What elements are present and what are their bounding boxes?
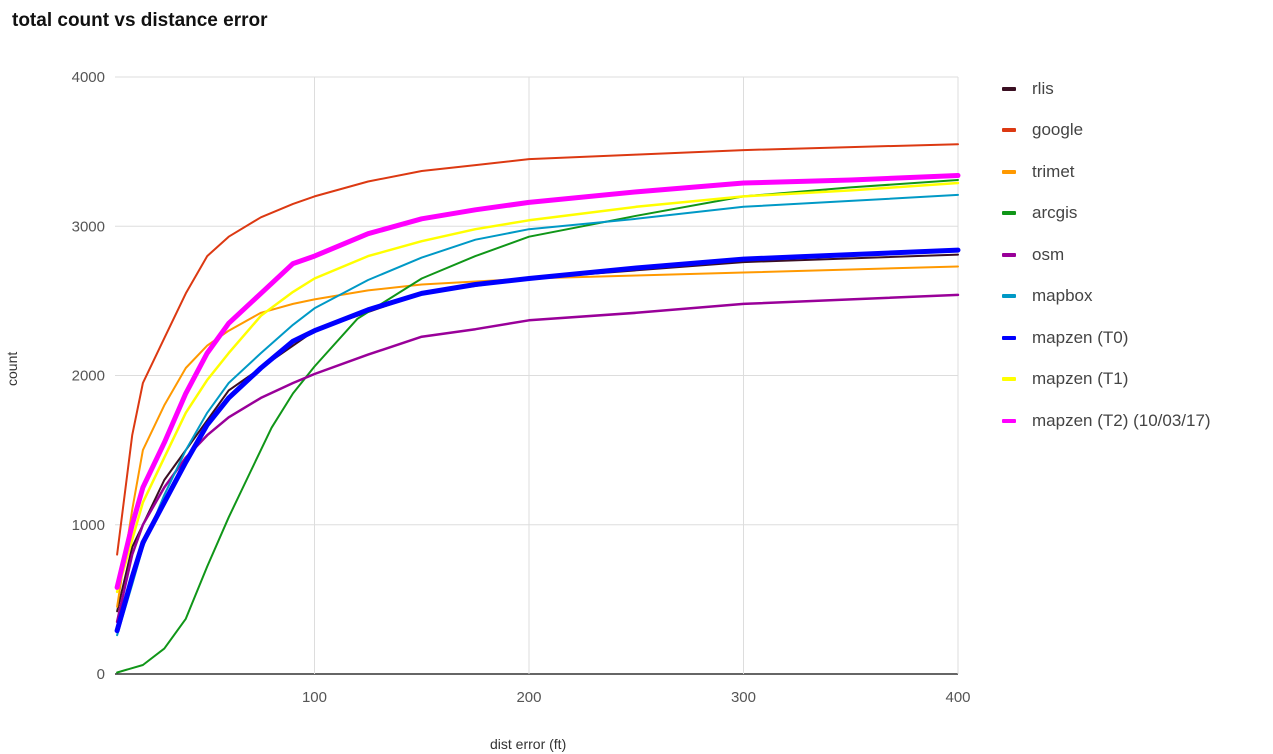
legend-swatch-6 — [1002, 335, 1016, 340]
legend-item-4: osm — [1002, 234, 1211, 276]
series-line-2 — [116, 265, 959, 608]
legend-swatch-0 — [1002, 86, 1016, 91]
series-layer — [114, 143, 961, 674]
legend-swatch-7 — [1002, 377, 1016, 382]
x-tick-label-3: 400 — [945, 689, 970, 706]
legend-label-1: google — [1032, 120, 1084, 140]
legend-swatch-3 — [1002, 211, 1016, 216]
legend-item-3: arcgis — [1002, 193, 1211, 235]
legend-item-7: mapzen (T1) — [1002, 359, 1211, 401]
legend-label-6: mapzen (T0) — [1032, 327, 1129, 347]
x-axis-label: dist error (ft) — [490, 736, 567, 752]
legend-item-8: mapzen (T2) (10/03/17) — [1002, 400, 1211, 442]
grid — [115, 76, 959, 675]
x-tick-label-0: 100 — [302, 689, 327, 706]
series-line-7 — [115, 181, 960, 594]
legend-label-4: osm — [1032, 244, 1065, 264]
y-tick-label-2: 2000 — [72, 368, 105, 385]
legend-swatch-5 — [1002, 294, 1016, 299]
legend: rlis google trimet arcgis osm mapbox mapzen (T… — [1002, 68, 1211, 442]
legend-swatch-1 — [1002, 128, 1016, 133]
legend-swatch-2 — [1002, 169, 1016, 174]
chart-title: total count vs distance error — [12, 10, 268, 31]
legend-item-6: mapzen (T0) — [1002, 317, 1211, 359]
legend-swatch-4 — [1002, 252, 1016, 257]
series-line-5 — [116, 193, 959, 637]
legend-item-2: trimet — [1002, 151, 1211, 193]
legend-label-8: mapzen (T2) (10/03/17) — [1032, 410, 1211, 430]
x-tick-label-2: 300 — [731, 689, 756, 706]
series-line-8 — [114, 173, 961, 590]
legend-item-5: mapbox — [1002, 276, 1211, 318]
legend-label-7: mapzen (T1) — [1032, 369, 1129, 389]
y-tick-label-1: 1000 — [72, 517, 105, 534]
legend-label-2: trimet — [1032, 161, 1075, 181]
x-tick-label-1: 200 — [516, 689, 541, 706]
legend-label-0: rlis — [1032, 78, 1054, 98]
series-line-4 — [115, 293, 960, 624]
legend-item-1: google — [1002, 110, 1211, 152]
legend-item-0: rlis — [1002, 68, 1211, 110]
series-line-6 — [114, 247, 961, 634]
y-tick-label-4: 4000 — [72, 69, 105, 86]
series-line-1 — [116, 143, 959, 556]
y-tick-label-3: 3000 — [72, 218, 105, 235]
legend-label-3: arcgis — [1032, 203, 1078, 223]
legend-swatch-8 — [1002, 418, 1016, 423]
legend-label-5: mapbox — [1032, 286, 1093, 306]
y-tick-label-0: 0 — [97, 666, 105, 683]
series-line-3 — [116, 179, 959, 674]
tick-labels: 0 1000 2000 3000 4000 100 200 300 400 — [72, 69, 971, 706]
